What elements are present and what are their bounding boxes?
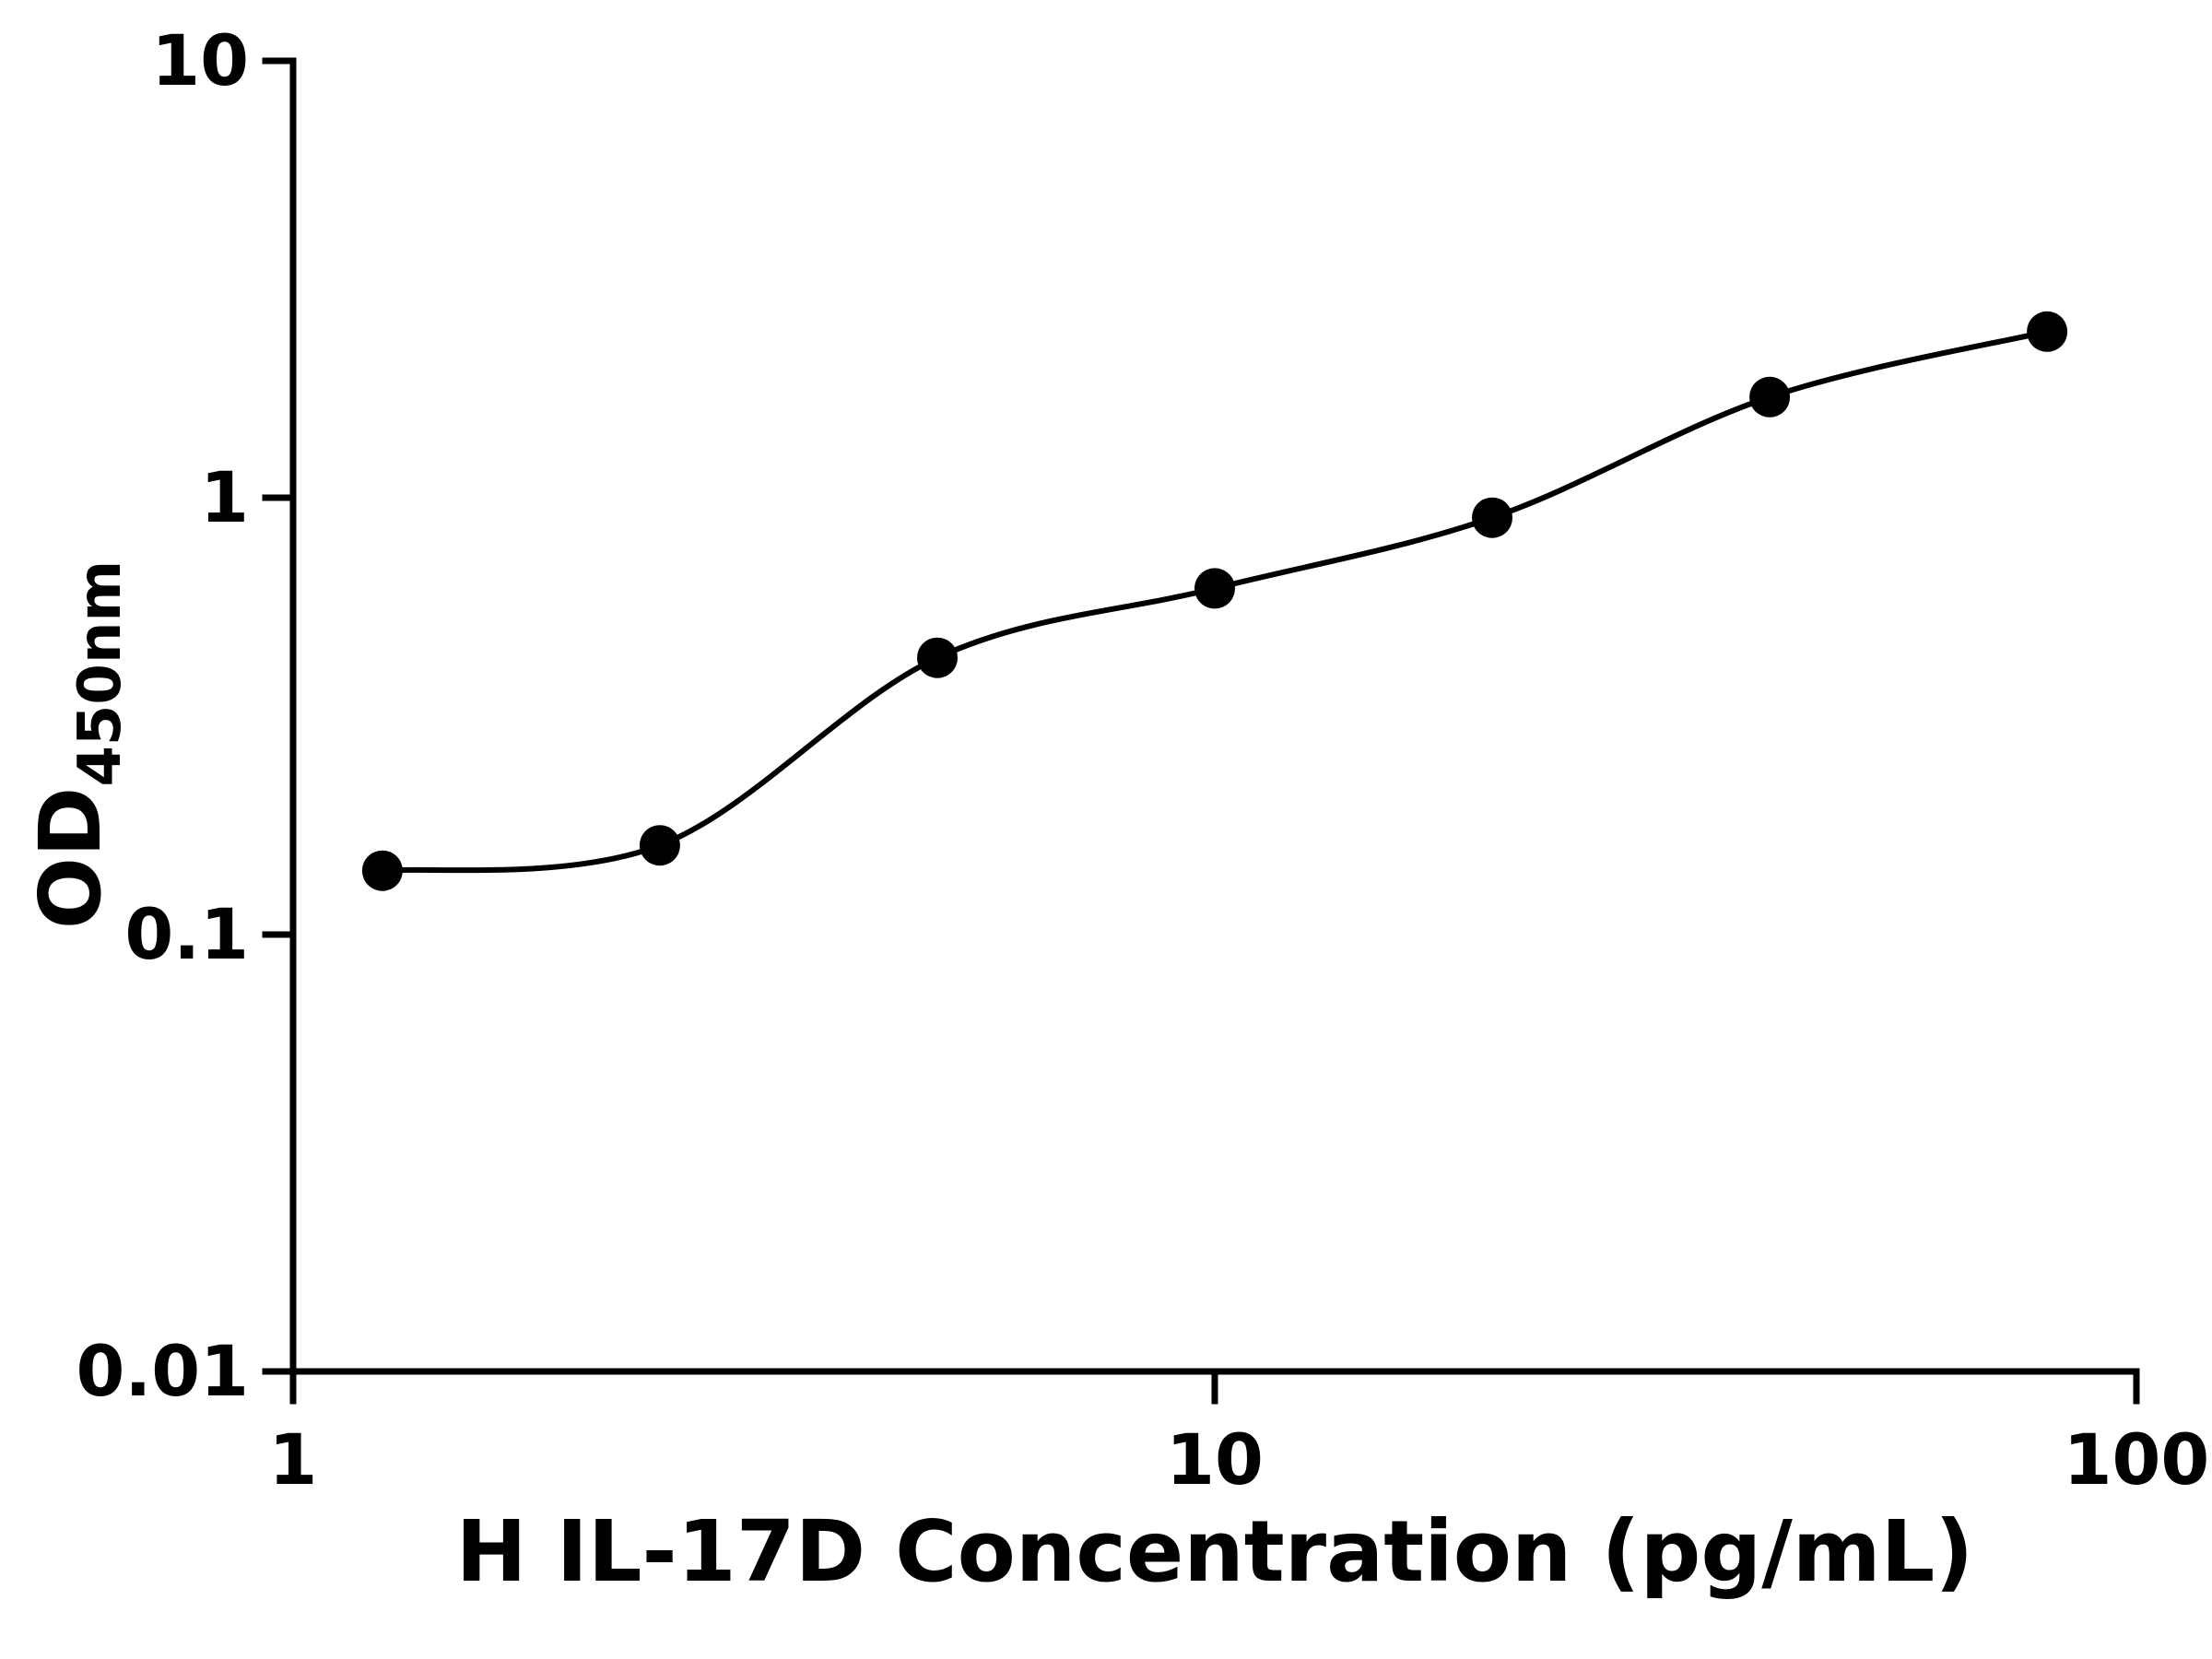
y-axis-tick-label: 0.1 xyxy=(124,893,249,975)
data-point xyxy=(2027,311,2068,352)
y-axis-tick-label: 0.01 xyxy=(76,1330,249,1412)
data-point xyxy=(1194,568,1235,609)
data-point xyxy=(1749,376,1791,418)
data-point xyxy=(917,637,958,678)
y-axis-title-subscript: 450nm xyxy=(66,560,135,787)
x-axis-tick-label: 1 xyxy=(269,1418,318,1500)
data-point xyxy=(1472,497,1512,538)
x-axis-tick-label: 100 xyxy=(2064,1418,2210,1500)
axis-frame xyxy=(289,57,2140,1375)
y-axis-tick-label: 10 xyxy=(151,19,249,101)
data-point xyxy=(639,825,680,866)
y-axis-title-main: OD xyxy=(21,787,120,930)
data-point xyxy=(361,850,403,891)
plot-layer: 0.01 0.1 1 10 1 10 100 xyxy=(76,19,2209,1500)
x-axis-title: H IL-17D Concentration (pg/mL) xyxy=(456,1502,1974,1601)
y-axis-title: OD450nm xyxy=(21,560,135,929)
x-axis-tick-label: 10 xyxy=(1166,1418,1264,1500)
y-axis-tick-label: 1 xyxy=(200,456,249,538)
